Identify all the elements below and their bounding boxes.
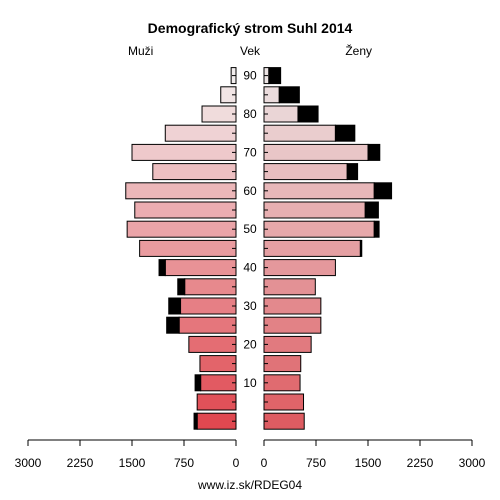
surplus-women-65-69	[346, 163, 359, 181]
surplus-men-35-39	[177, 278, 186, 296]
surplus-women-75-79	[334, 124, 356, 142]
age-tick-label: 80	[243, 107, 257, 121]
bar-men-30-34	[180, 297, 237, 315]
x-tick-label-women: 2250	[407, 456, 434, 470]
surplus-men-30-34	[168, 297, 182, 315]
surplus-women-55-59	[364, 201, 379, 219]
age-tick-label: 50	[243, 222, 257, 236]
bar-women-0-4	[263, 412, 305, 430]
bar-men-75-79	[164, 124, 237, 142]
age-tick-label: 20	[243, 337, 257, 351]
x-tick-label-women: 1500	[355, 456, 382, 470]
bar-men-70-74	[131, 143, 237, 161]
bar-men-10-14	[200, 374, 237, 392]
bar-women-80-84	[263, 105, 299, 123]
bar-women-50-54	[263, 220, 375, 238]
bar-men-25-29	[178, 316, 237, 334]
x-tick-label-men: 750	[174, 456, 194, 470]
surplus-women-60-64	[373, 182, 393, 200]
age-tick-label: 70	[243, 145, 257, 159]
surplus-men-10-14	[194, 374, 202, 392]
age-tick-label: 60	[243, 184, 257, 198]
x-tick-label-women: 0	[261, 456, 268, 470]
bar-men-45-49	[139, 239, 237, 257]
age-tick-label: 10	[243, 376, 257, 390]
bar-women-65-69	[263, 163, 348, 181]
bar-men-65-69	[152, 163, 237, 181]
bar-women-55-59	[263, 201, 366, 219]
age-tick-label: 30	[243, 299, 257, 313]
surplus-women-50-54	[373, 220, 380, 238]
x-tick-label-women: 3000	[459, 456, 486, 470]
surplus-men-0-4	[193, 412, 198, 430]
bar-women-30-34	[263, 297, 322, 315]
x-tick-label-men: 3000	[15, 456, 42, 470]
bar-women-35-39	[263, 278, 316, 296]
bar-women-25-29	[263, 316, 322, 334]
left-label-men: Muži	[128, 44, 153, 58]
surplus-women-70-74	[367, 143, 381, 161]
bar-men-40-44	[164, 259, 237, 277]
surplus-women-90+	[268, 67, 282, 85]
surplus-women-45-49	[359, 239, 363, 257]
bar-women-10-14	[263, 374, 301, 392]
bar-men-60-64	[125, 182, 237, 200]
bar-women-60-64	[263, 182, 375, 200]
bar-men-80-84	[201, 105, 237, 123]
center-label-age: Vek	[240, 44, 261, 58]
bar-men-55-59	[134, 201, 237, 219]
right-label-women: Ženy	[345, 43, 372, 58]
bar-women-40-44	[263, 259, 336, 277]
age-tick-label: 90	[243, 69, 257, 83]
bars-group	[125, 67, 393, 430]
bar-women-15-19	[263, 355, 302, 373]
x-tick-label-women: 750	[306, 456, 326, 470]
bar-women-75-79	[263, 124, 336, 142]
x-tick-label-men: 0	[233, 456, 240, 470]
bar-men-50-54	[126, 220, 237, 238]
age-tick-label: 40	[243, 261, 257, 275]
bar-men-35-39	[184, 278, 237, 296]
surplus-men-40-44	[158, 259, 166, 277]
surplus-women-85-89	[278, 86, 300, 104]
axes-group: 10 20 30 40 50 60 70 80 90 3000 0 2250 750 1500 1500 75…	[15, 69, 486, 470]
bar-men-15-19	[199, 355, 237, 373]
bar-men-5-9	[196, 393, 237, 411]
bar-women-20-24	[263, 335, 312, 353]
surplus-women-80-84	[297, 105, 319, 123]
x-tick-label-men: 1500	[119, 456, 146, 470]
bar-women-5-9	[263, 393, 305, 411]
x-tick-label-men: 2250	[67, 456, 94, 470]
bar-women-45-49	[263, 239, 361, 257]
surplus-men-25-29	[166, 316, 180, 334]
source-caption: www.iz.sk/RDEG04	[197, 478, 302, 492]
bar-men-0-4	[196, 412, 237, 430]
bar-men-20-24	[188, 335, 237, 353]
chart-title: Demografický strom Suhl 2014	[148, 20, 353, 36]
bar-women-70-74	[263, 143, 369, 161]
